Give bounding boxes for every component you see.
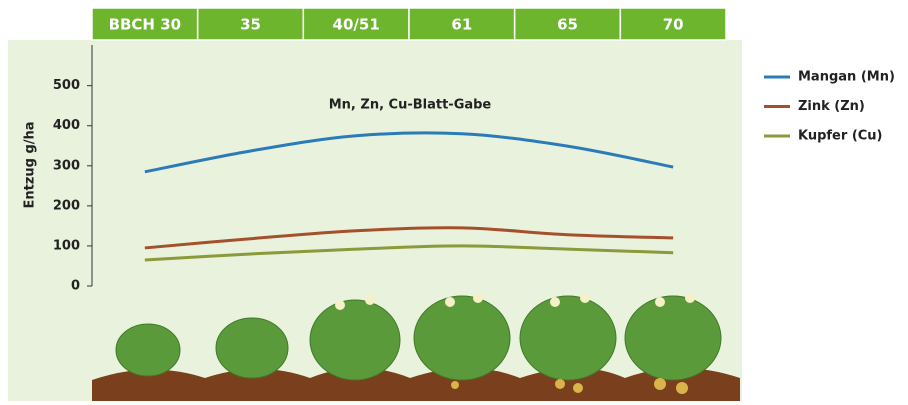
annotation: Mn, Zn, Cu-Blatt-Gabe <box>329 98 492 113</box>
y-tick-label: 200 <box>53 198 80 213</box>
y-tick-label: 500 <box>53 78 80 93</box>
stage-label: 35 <box>240 16 261 34</box>
stage-label: 70 <box>663 16 684 34</box>
stage-label: 65 <box>557 16 578 34</box>
legend-label: Kupfer (Cu) <box>798 129 883 144</box>
chart: Entzug g/ha Mn, Zn, Cu-Blatt-Gabe BBCH 3… <box>0 0 908 401</box>
legend-label: Zink (Zn) <box>798 99 865 114</box>
y-tick-label: 0 <box>71 279 80 294</box>
stage-label: 40/51 <box>333 16 380 34</box>
stage-label: BBCH 30 <box>109 16 182 34</box>
stage-label: 61 <box>451 16 472 34</box>
y-tick-label: 100 <box>53 238 80 253</box>
y-tick-label: 400 <box>53 118 80 133</box>
y-tick-label: 300 <box>53 158 80 173</box>
y-axis-label: Entzug g/ha <box>23 121 38 208</box>
legend-label: Mangan (Mn) <box>798 70 895 85</box>
